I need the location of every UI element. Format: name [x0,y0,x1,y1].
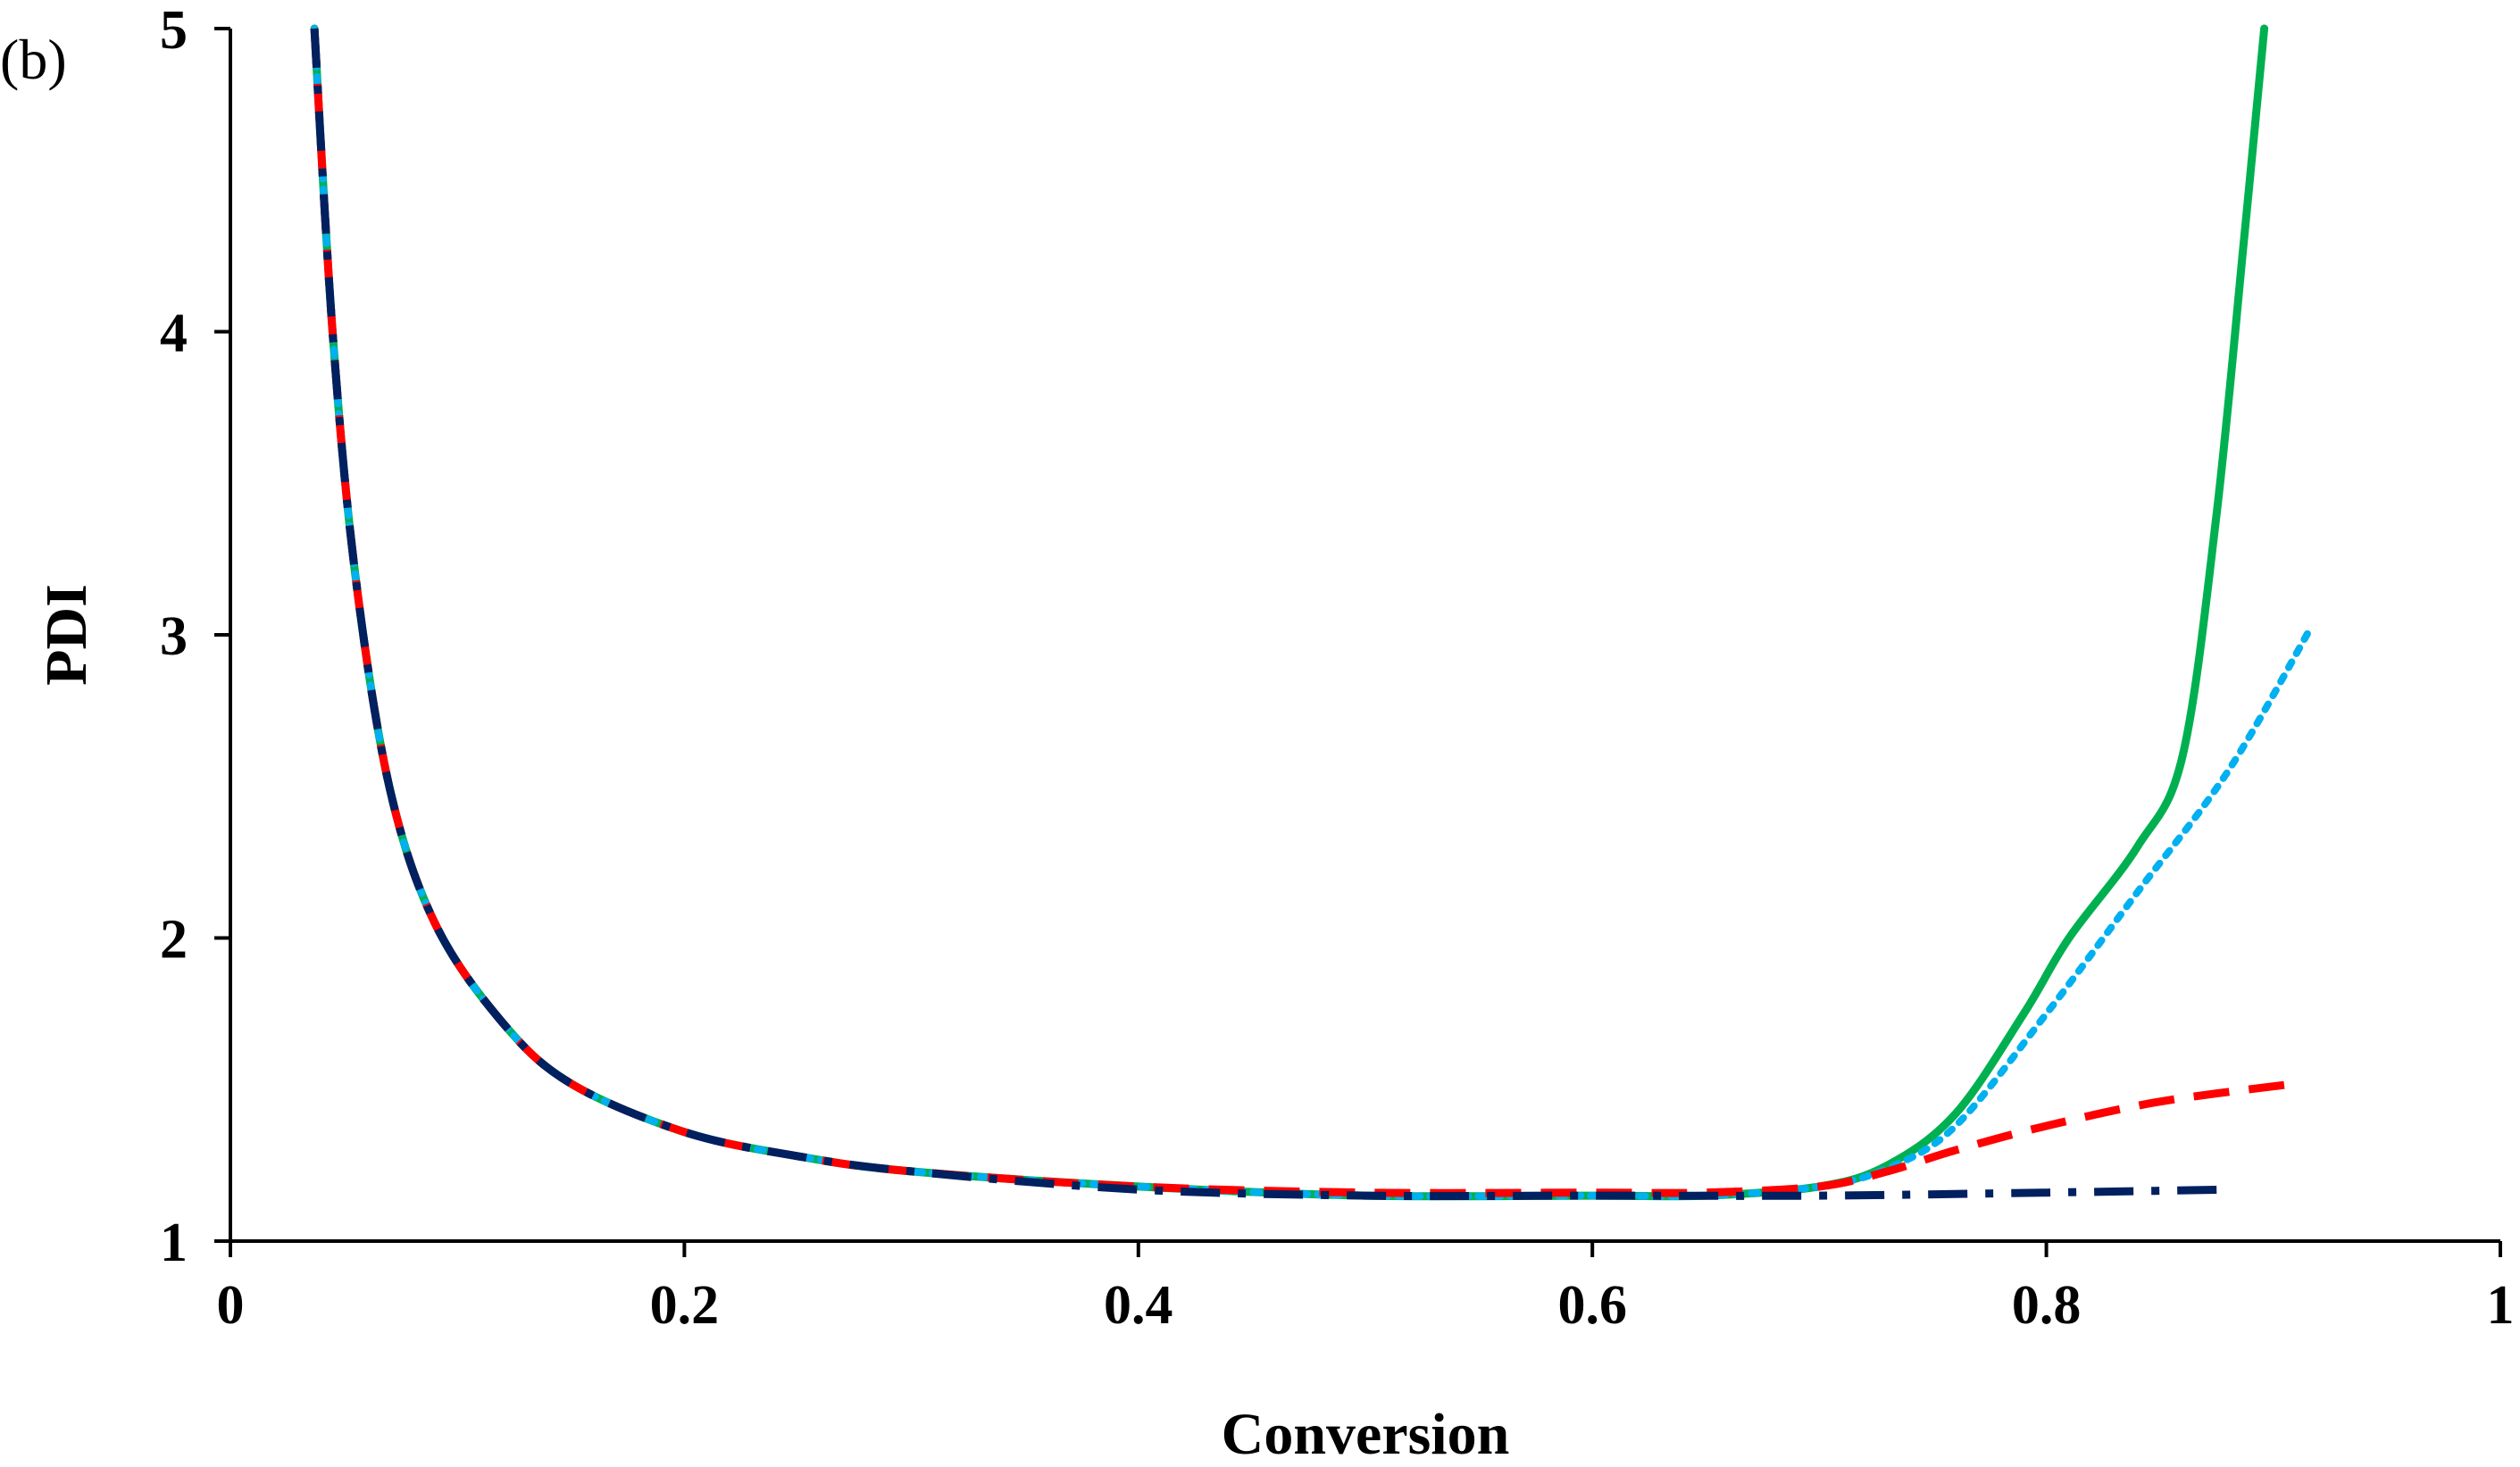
y-tick-label: 4 [160,304,188,364]
panel-label: (b) [0,28,67,91]
y-ticks: 1 2 3 4 5 [160,0,230,1273]
y-tick-label: 2 [160,910,188,971]
x-tick-label: 0.6 [1557,1275,1627,1336]
x-tick-label: 0.4 [1104,1275,1173,1336]
x-tick-label: 1 [2487,1275,2515,1336]
x-ticks: 0 0.2 0.4 0.6 0.8 1 [217,1241,2515,1336]
series-line-solid [310,24,2269,1201]
y-tick-label: 5 [160,0,188,61]
series-line-dotted [311,25,2316,1200]
series-layer [310,24,2316,1201]
series-line-dashdot [310,28,2229,1201]
x-tick-label: 0.2 [650,1275,720,1336]
series-line-dashed [310,28,2297,1197]
x-axis-title: Conversion [1222,1402,1510,1467]
y-tick-label: 1 [160,1213,188,1273]
x-tick-label: 0.8 [2012,1275,2082,1336]
x-tick-label: 0 [217,1275,245,1336]
y-tick-label: 3 [160,606,188,667]
y-axis-title: PDI [34,584,99,686]
